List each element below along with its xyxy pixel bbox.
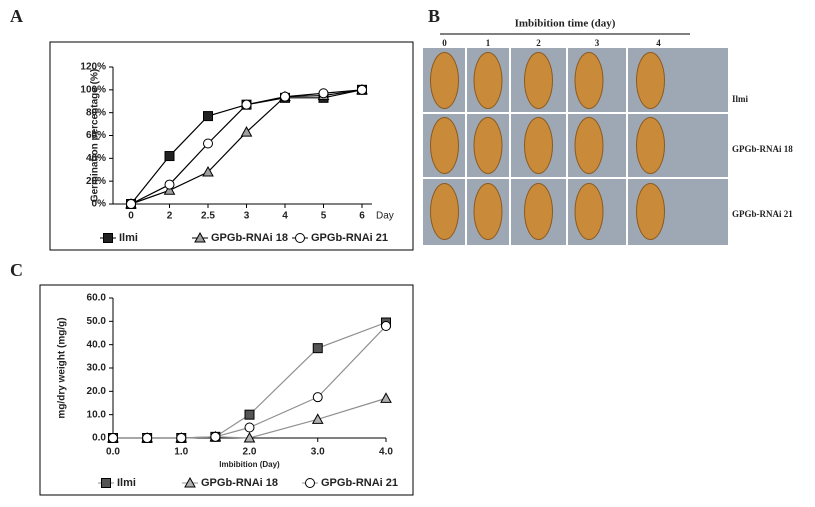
x-tick-label: 0.0: [106, 447, 120, 458]
row-label: Ilmi: [732, 94, 749, 104]
marker: [244, 422, 255, 433]
marker: [357, 84, 367, 95]
marker: [241, 99, 252, 110]
panel-frame: [39, 284, 414, 496]
panel-label: A: [10, 6, 23, 26]
x-tick-label: 2.0: [243, 447, 257, 458]
marker: [203, 111, 213, 122]
legend-label: GPGb-RNAi 18: [211, 232, 288, 244]
marker: [240, 126, 253, 137]
y-tick-label: 0%: [92, 199, 107, 210]
legend-label: GPGb-RNAi 21: [321, 477, 398, 489]
marker: [202, 166, 214, 177]
marker: [163, 184, 176, 195]
seed: [636, 52, 665, 109]
seed: [473, 183, 503, 240]
marker: [142, 433, 153, 443]
legend-label: GPGb-RNAi 21: [311, 232, 388, 244]
x-axis-label: Imbibition (Day): [219, 460, 280, 469]
y-tick-label: 30.0: [87, 363, 107, 374]
y-tick-label: 10.0: [87, 409, 107, 420]
marker: [164, 151, 175, 162]
y-axis-label: Germination percentage (%): [90, 69, 101, 202]
y-tick-label: 40.0: [87, 339, 107, 350]
x-tick-label: 4: [282, 211, 288, 222]
seed: [574, 52, 604, 109]
seed: [636, 117, 665, 174]
marker: [210, 431, 221, 442]
column-label: 2: [536, 38, 541, 48]
marker: [318, 88, 329, 99]
marker: [184, 476, 196, 488]
row-label: GPGb-RNAi 18: [732, 144, 793, 154]
y-tick-label: 20.0: [87, 386, 107, 397]
marker: [101, 478, 111, 488]
x-tick-label: 4.0: [379, 447, 393, 458]
y-axis-label: mg/dry weight (mg/g): [57, 317, 68, 418]
column-label: 3: [595, 38, 600, 48]
seed: [524, 183, 553, 240]
seed: [430, 117, 459, 174]
y-tick-label: 120%: [80, 62, 106, 73]
marker: [295, 233, 305, 243]
x-tick-label: 2.5: [201, 211, 215, 222]
x-tick-label: 2: [167, 211, 173, 222]
marker: [103, 233, 113, 243]
y-tick-label: 20%: [86, 176, 106, 187]
seed: [574, 117, 604, 174]
legend-label: Ilmi: [119, 232, 138, 244]
row-label: GPGb-RNAi 21: [732, 209, 793, 219]
x-tick-label: 6: [359, 211, 365, 222]
panel-frame: [49, 41, 414, 251]
x-tick-label: 5: [321, 211, 327, 222]
seed: [524, 117, 553, 174]
seed: [524, 52, 553, 109]
marker: [108, 433, 118, 443]
marker: [243, 431, 256, 443]
marker: [126, 199, 136, 209]
x-tick-label: 3: [244, 211, 250, 222]
column-label: 0: [442, 38, 447, 48]
x-tick-label: 3.0: [311, 447, 325, 458]
marker: [312, 392, 323, 403]
marker: [194, 231, 206, 243]
marker: [312, 343, 323, 354]
y-tick-label: 0.0: [92, 433, 106, 444]
marker: [311, 413, 324, 424]
seed: [430, 52, 459, 109]
series-line: [113, 321, 387, 439]
seed: [473, 117, 503, 174]
marker: [380, 392, 392, 403]
y-tick-label: 40%: [86, 153, 106, 164]
marker: [164, 179, 175, 190]
photo-title: Imbibition time (day): [515, 18, 616, 30]
x-tick-label: 1.0: [174, 447, 188, 458]
x-tick-label: 0: [128, 211, 134, 222]
y-tick-label: 60%: [86, 130, 106, 141]
marker: [203, 138, 213, 149]
column-label: 4: [656, 38, 661, 48]
panel-label: C: [10, 260, 23, 280]
y-tick-label: 50.0: [87, 316, 107, 327]
column-label: 1: [486, 38, 491, 48]
legend-label: GPGb-RNAi 18: [201, 477, 278, 489]
marker: [244, 409, 255, 420]
x-axis-label: Day: [376, 211, 394, 222]
marker: [305, 478, 315, 488]
marker: [176, 433, 187, 443]
marker: [381, 321, 391, 331]
y-tick-label: 60.0: [87, 293, 107, 304]
seed: [574, 183, 604, 240]
legend-label: Ilmi: [117, 477, 136, 489]
marker: [280, 91, 290, 102]
seed: [430, 183, 459, 240]
seed: [473, 52, 503, 109]
y-tick-label: 80%: [86, 107, 106, 118]
seed: [636, 183, 665, 240]
y-tick-label: 100%: [80, 84, 106, 95]
panel-label: B: [428, 6, 440, 26]
series-line: [113, 325, 387, 439]
